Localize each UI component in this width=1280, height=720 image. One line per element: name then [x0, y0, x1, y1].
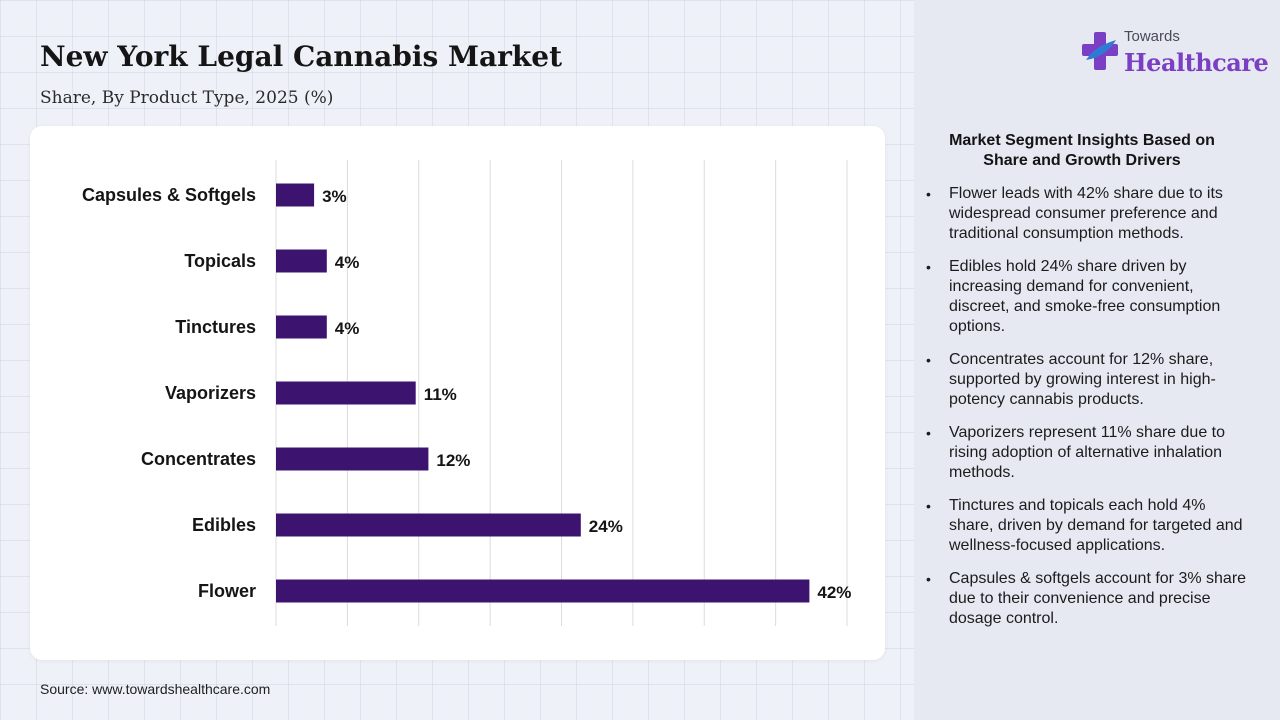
bar: [276, 183, 315, 207]
data-label: 24%: [589, 517, 623, 536]
category-label: Flower: [198, 581, 256, 601]
insight-text: Vaporizers represent 11% share due to ri…: [949, 424, 1226, 481]
category-label: Concentrates: [141, 449, 256, 469]
page-title: New York Legal Cannabis Market: [40, 40, 563, 73]
insight-text: Edibles hold 24% share driven by increas…: [949, 258, 1221, 335]
insight-item: • Vaporizers represent 11% share due to r…: [922, 423, 1252, 483]
insights-panel: [914, 0, 1280, 720]
logo-text-big: Healthcare: [1124, 48, 1269, 77]
insight-item: • Edibles hold 24% share driven by increa…: [922, 257, 1252, 337]
insights-list: • Flower leads with 42% share due to its …: [922, 184, 1252, 642]
bar: [276, 447, 429, 471]
cross-logo-icon: [1082, 32, 1118, 70]
bar: [276, 513, 581, 537]
insights-heading: Market Segment Insights Based on Share a…: [949, 132, 1215, 169]
category-label: Vaporizers: [165, 383, 256, 403]
bullet-icon: •: [926, 186, 931, 202]
bullet-icon: •: [926, 571, 931, 587]
bar: [276, 579, 810, 603]
page-subtitle: Share, By Product Type, 2025 (%): [40, 88, 334, 108]
bullet-icon: •: [926, 259, 931, 275]
bullet-icon: •: [926, 425, 931, 441]
insight-item: • Capsules & softgels account for 3% shar…: [922, 569, 1252, 629]
bar: [276, 315, 327, 339]
data-label: 4%: [335, 319, 360, 338]
source-note: Source: www.towardshealthcare.com: [40, 681, 271, 697]
bar-chart: Capsules & Softgels 3% Topicals 4% Tinctures…: [82, 160, 851, 626]
bullet-icon: •: [926, 498, 931, 514]
data-label: 12%: [436, 451, 470, 470]
data-label: 11%: [424, 385, 457, 404]
insight-text: Tinctures and topicals each hold 4% shar…: [949, 497, 1243, 554]
insight-item: • Flower leads with 42% share due to its …: [922, 184, 1252, 244]
insight-text: Flower leads with 42% share due to its w…: [949, 185, 1223, 242]
data-label: 42%: [817, 583, 851, 602]
chart-panel: New York Legal Cannabis Market Share, By…: [30, 40, 885, 697]
bullet-icon: •: [926, 352, 931, 368]
category-label: Capsules & Softgels: [82, 185, 256, 205]
chart-card: Capsules & Softgels 3% Topicals 4% Tinctures…: [30, 126, 885, 660]
data-label: 4%: [335, 253, 360, 272]
bar: [276, 381, 416, 405]
insight-text: Concentrates account for 12% share, supp…: [949, 351, 1216, 408]
category-label: Edibles: [192, 515, 256, 535]
insight-text: Capsules & softgels account for 3% share…: [949, 570, 1247, 627]
data-label: 3%: [322, 187, 347, 206]
category-label: Tinctures: [175, 317, 256, 337]
insight-item: • Tinctures and topicals each hold 4% sha…: [922, 496, 1252, 556]
insight-item: • Concentrates account for 12% share, sup…: [922, 350, 1252, 410]
bar: [276, 249, 327, 273]
brand-logo: Towards Healthcare: [1080, 28, 1269, 78]
category-label: Topicals: [184, 251, 256, 271]
logo-text-small: Towards: [1124, 28, 1180, 45]
